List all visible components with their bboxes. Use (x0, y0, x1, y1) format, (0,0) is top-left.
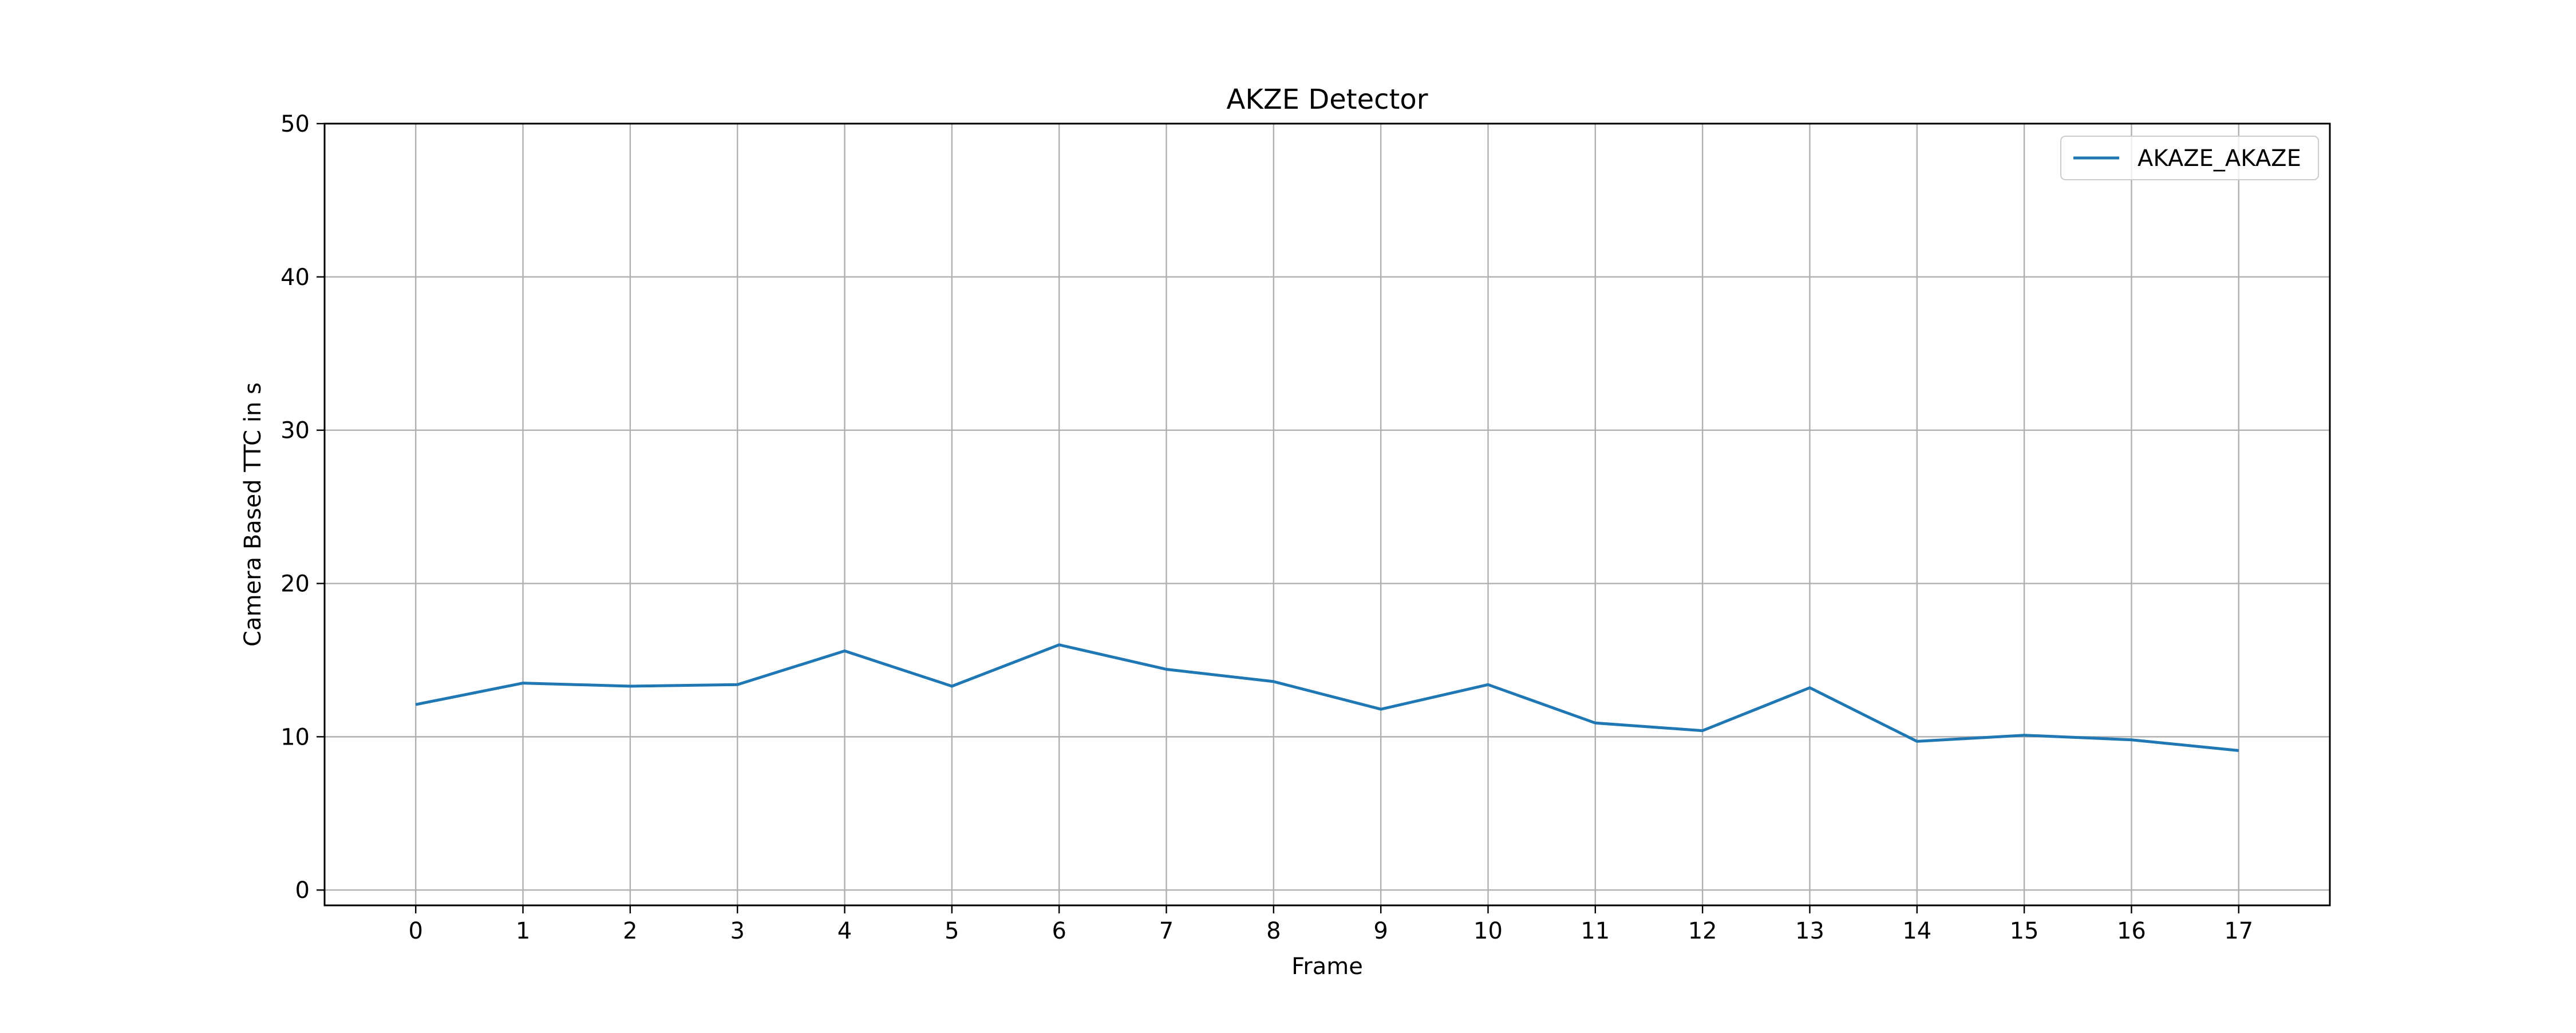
x-tick-label: 12 (1688, 918, 1717, 944)
y-axis-label: Camera Based TTC in s (240, 382, 266, 647)
y-tick-label: 30 (280, 418, 310, 444)
x-tick-label: 5 (945, 918, 959, 944)
plot-area-border (323, 122, 2331, 907)
chart-title: AKZE Detector (1227, 84, 1428, 116)
y-tick-label: 10 (280, 724, 310, 750)
y-tick-label: 0 (295, 877, 310, 904)
y-tick-label: 50 (280, 111, 310, 137)
x-axis-label: Frame (1291, 953, 1363, 980)
x-tick-label: 15 (2010, 918, 2039, 944)
series-line (415, 643, 2239, 752)
x-tick-label: 7 (1159, 918, 1174, 944)
x-tick-label: 11 (1581, 918, 1610, 944)
x-tick-label: 10 (1473, 918, 1503, 944)
y-tick-label: 40 (280, 264, 310, 291)
x-tick-label: 2 (623, 918, 637, 944)
series-layer (415, 643, 2239, 752)
x-tick-label: 16 (2117, 918, 2146, 944)
x-tick-label: 1 (516, 918, 530, 944)
x-tick-label: 3 (730, 918, 744, 944)
legend-label: AKAZE_AKAZE (2138, 145, 2301, 172)
x-tick-label: 8 (1266, 918, 1281, 944)
x-tick-label: 13 (1795, 918, 1824, 944)
x-tick-label: 14 (1902, 918, 1931, 944)
legend: AKAZE_AKAZE (2060, 136, 2319, 180)
x-tick-label: 6 (1052, 918, 1066, 944)
x-tick-label: 9 (1373, 918, 1388, 944)
x-tick-label: 17 (2224, 918, 2253, 944)
y-tick-label: 20 (280, 571, 310, 597)
x-tick-label: 4 (837, 918, 852, 944)
x-tick-label: 0 (409, 918, 423, 944)
legend-box (2060, 136, 2319, 180)
